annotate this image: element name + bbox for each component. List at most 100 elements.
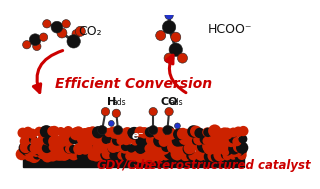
Circle shape	[229, 151, 238, 160]
Circle shape	[108, 120, 114, 126]
Text: Efficient Conversion: Efficient Conversion	[55, 77, 212, 91]
Circle shape	[236, 142, 248, 154]
Circle shape	[43, 134, 54, 145]
Circle shape	[186, 151, 196, 160]
Circle shape	[187, 125, 200, 138]
Circle shape	[58, 148, 71, 161]
Circle shape	[39, 33, 48, 41]
Circle shape	[192, 141, 201, 151]
Circle shape	[181, 150, 192, 161]
Circle shape	[166, 128, 177, 140]
Circle shape	[153, 152, 164, 162]
Circle shape	[78, 141, 92, 154]
Circle shape	[47, 126, 57, 136]
Circle shape	[194, 143, 203, 152]
Circle shape	[223, 147, 232, 156]
Circle shape	[21, 136, 31, 145]
Circle shape	[164, 149, 173, 159]
Circle shape	[104, 128, 113, 137]
Circle shape	[79, 128, 90, 139]
Circle shape	[135, 136, 146, 146]
Circle shape	[224, 142, 233, 151]
Circle shape	[29, 34, 41, 46]
Circle shape	[107, 140, 119, 153]
Circle shape	[216, 128, 225, 137]
Circle shape	[142, 134, 152, 144]
Circle shape	[25, 151, 34, 159]
Circle shape	[203, 142, 216, 155]
Text: HCOO⁻: HCOO⁻	[208, 23, 252, 36]
Circle shape	[202, 140, 215, 153]
Circle shape	[136, 133, 149, 146]
Circle shape	[114, 128, 126, 140]
Circle shape	[170, 136, 181, 147]
Circle shape	[114, 148, 127, 160]
Circle shape	[69, 145, 78, 154]
Circle shape	[108, 143, 118, 154]
Circle shape	[127, 144, 136, 153]
Circle shape	[49, 126, 60, 137]
Circle shape	[61, 149, 72, 160]
Circle shape	[39, 143, 52, 155]
Circle shape	[79, 142, 92, 154]
Circle shape	[179, 133, 191, 145]
Circle shape	[165, 149, 175, 159]
Text: x: x	[132, 162, 138, 171]
Circle shape	[63, 126, 73, 136]
Circle shape	[58, 134, 70, 147]
Circle shape	[84, 134, 96, 146]
Circle shape	[33, 151, 41, 160]
Circle shape	[162, 20, 176, 34]
Circle shape	[138, 149, 151, 162]
Circle shape	[99, 127, 108, 137]
Circle shape	[50, 142, 59, 151]
Circle shape	[92, 142, 101, 151]
Circle shape	[149, 151, 159, 161]
Circle shape	[121, 135, 132, 145]
Circle shape	[153, 134, 166, 147]
Circle shape	[27, 143, 36, 152]
Circle shape	[216, 142, 227, 153]
Circle shape	[180, 152, 189, 161]
Circle shape	[174, 123, 180, 129]
Circle shape	[153, 127, 166, 140]
Circle shape	[33, 42, 41, 51]
Circle shape	[154, 151, 164, 162]
Circle shape	[156, 30, 166, 40]
Circle shape	[89, 136, 99, 145]
Text: ads: ads	[113, 98, 127, 108]
Circle shape	[18, 128, 28, 138]
Circle shape	[165, 108, 173, 116]
Text: heterostructured catalyst: heterostructured catalyst	[136, 159, 310, 172]
Circle shape	[134, 151, 146, 163]
Circle shape	[51, 21, 63, 33]
Circle shape	[226, 136, 237, 147]
Circle shape	[90, 149, 102, 162]
Circle shape	[127, 128, 137, 138]
Circle shape	[152, 133, 163, 144]
Circle shape	[171, 32, 181, 42]
Circle shape	[187, 134, 196, 143]
Circle shape	[57, 28, 67, 38]
Circle shape	[228, 134, 238, 143]
Circle shape	[109, 150, 120, 161]
Circle shape	[29, 142, 42, 154]
Circle shape	[134, 126, 145, 137]
Circle shape	[228, 146, 237, 154]
Circle shape	[172, 135, 184, 147]
Circle shape	[84, 150, 95, 161]
Circle shape	[76, 150, 86, 160]
Circle shape	[184, 142, 196, 154]
Circle shape	[238, 126, 249, 136]
Circle shape	[228, 128, 238, 137]
Circle shape	[41, 150, 53, 163]
Circle shape	[28, 150, 41, 163]
Circle shape	[29, 146, 38, 154]
Circle shape	[22, 147, 30, 156]
Circle shape	[146, 133, 159, 146]
Circle shape	[40, 125, 53, 138]
Circle shape	[153, 140, 164, 152]
Circle shape	[220, 128, 233, 140]
Circle shape	[169, 43, 182, 57]
Circle shape	[77, 134, 86, 143]
